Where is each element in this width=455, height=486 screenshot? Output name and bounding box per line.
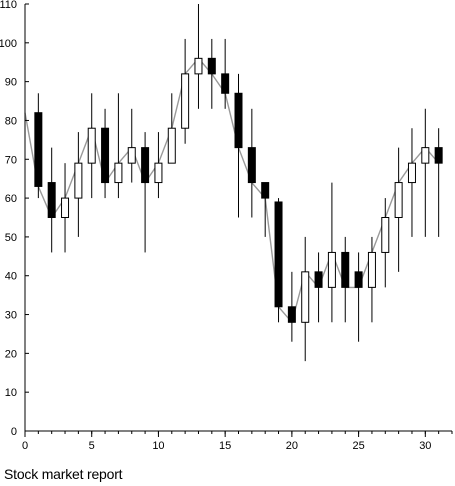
y-tick-label: 110: [0, 0, 17, 11]
close-line-layer: [24, 57, 440, 324]
candle-body-down: [207, 57, 216, 75]
x-tick-label: 0: [22, 440, 28, 452]
y-tick-label: 10: [5, 387, 17, 399]
candle-body-up: [407, 162, 416, 184]
x-tick-label: 25: [352, 440, 364, 452]
candle-body-down: [354, 271, 363, 288]
candle-body-down: [341, 251, 350, 288]
candle: [314, 252, 323, 323]
candle: [34, 93, 43, 199]
y-tick-label: 50: [5, 232, 17, 244]
candle-body-up: [114, 162, 123, 184]
candle-body-up: [74, 162, 83, 199]
candle-body-down: [34, 112, 43, 187]
candle: [114, 93, 123, 199]
candle: [167, 93, 176, 164]
candle-body-down: [434, 147, 443, 164]
y-tick-label: 90: [5, 77, 17, 89]
candle-body-down: [247, 147, 256, 184]
candle: [434, 128, 443, 237]
candle-body-up: [301, 271, 310, 323]
axes-layer: 0 10 20 30 40 50 60 70 80 90 100 110 0 5 10 15 20 25 30: [0, 0, 453, 452]
candle: [367, 236, 376, 323]
candle-body-down: [101, 127, 110, 184]
candle-body-down: [221, 73, 230, 94]
close-price-line: [24, 57, 440, 324]
x-tick-label: 15: [219, 440, 231, 452]
candle-body-down: [141, 147, 150, 184]
candle-body-up: [421, 147, 430, 164]
candle-body-up: [367, 251, 376, 288]
candle: [381, 198, 390, 288]
candle-body-down: [234, 92, 243, 149]
y-tick-label: 70: [5, 154, 17, 166]
candle: [234, 73, 243, 218]
y-tick-label: 30: [5, 310, 17, 322]
x-tick-label: 5: [89, 440, 95, 452]
candle: [407, 128, 416, 237]
candle-body-down: [287, 306, 296, 323]
x-tick-label: 10: [152, 440, 164, 452]
candle-body-up: [381, 217, 390, 253]
candle-body-up: [154, 162, 163, 184]
candle-body-up: [194, 57, 203, 75]
x-tick-label: 20: [286, 440, 298, 452]
candle: [274, 198, 283, 323]
candle: [394, 147, 403, 272]
candle: [154, 132, 163, 199]
candle: [261, 182, 270, 237]
candle-body-down: [274, 201, 283, 308]
candle: [421, 108, 430, 237]
y-tick-label: 60: [5, 193, 17, 205]
candle: [207, 38, 216, 109]
candle: [354, 252, 363, 342]
chart-caption: Stock market report: [4, 466, 123, 482]
candle-body-up: [87, 127, 96, 164]
candle-body-up: [327, 251, 336, 288]
candle-body-down: [314, 271, 323, 288]
candle-body-up: [127, 147, 136, 164]
candle: [221, 38, 230, 109]
candle: [301, 236, 310, 362]
candle: [61, 163, 70, 253]
candle-body-up: [394, 182, 403, 218]
candle: [194, 4, 203, 109]
candle: [141, 132, 150, 253]
candle: [87, 93, 96, 199]
y-tick-label: 40: [5, 271, 17, 283]
candle-body-up: [181, 73, 190, 129]
candle-body-down: [261, 182, 270, 199]
x-tick-label: 30: [419, 440, 431, 452]
candle: [287, 271, 296, 342]
candle: [327, 182, 336, 323]
candle: [47, 147, 56, 253]
candle: [74, 132, 83, 237]
y-tick-label: 20: [5, 348, 17, 360]
candle: [127, 108, 136, 183]
y-tick-label: 80: [5, 115, 17, 127]
candle: [101, 108, 110, 199]
candle: [181, 38, 190, 144]
candle-body-up: [167, 127, 176, 164]
candle-body-down: [47, 182, 56, 218]
y-tick-label: 0: [11, 426, 17, 438]
candle: [247, 108, 256, 218]
candle: [341, 236, 350, 323]
candle-body-up: [61, 197, 70, 219]
candles-layer: [34, 4, 443, 362]
y-tick-label: 100: [0, 38, 17, 50]
